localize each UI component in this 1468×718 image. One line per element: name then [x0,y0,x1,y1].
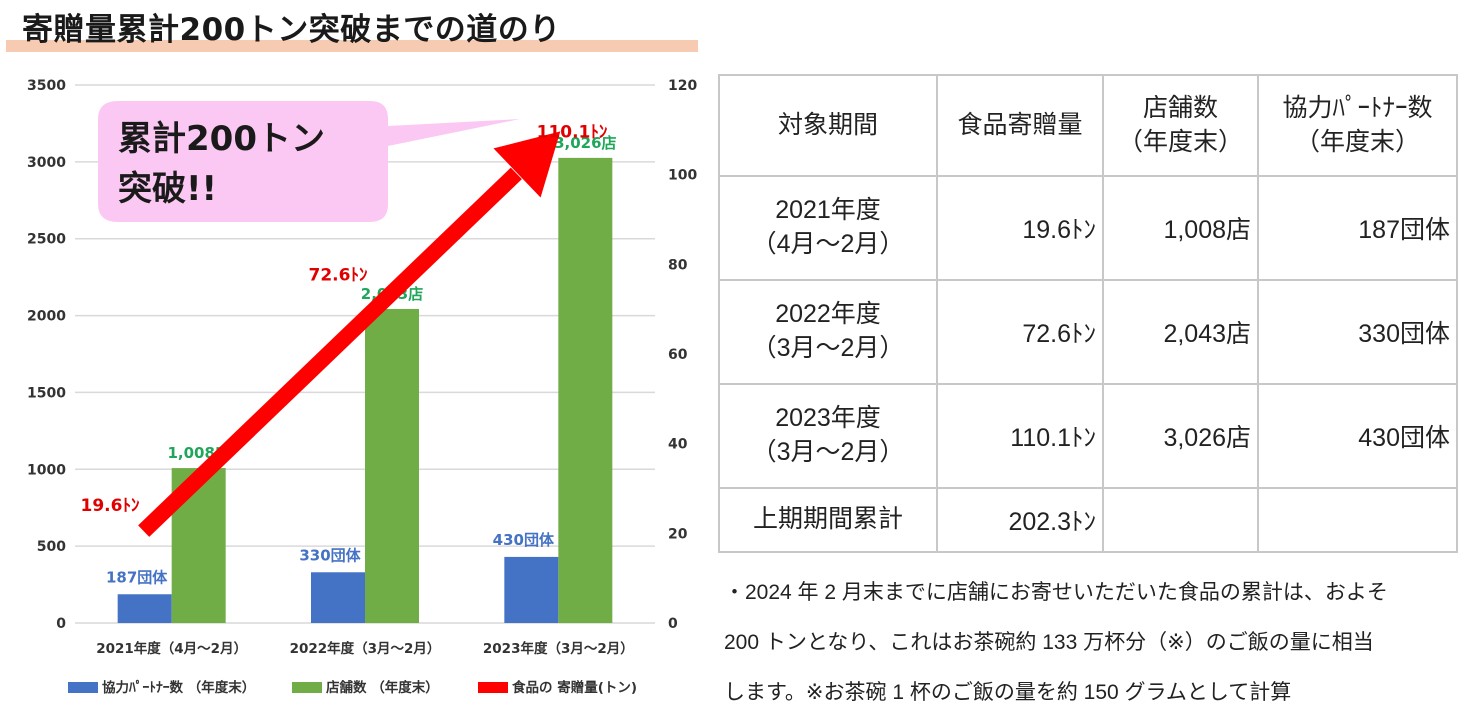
header-donation: 食品寄贈量 [936,74,1104,177]
header-partners: 協力ﾊﾟｰﾄﾅｰ数 （年度末） [1257,74,1458,177]
table-header-row: 対象期間 食品寄贈量 店舗数 （年度末） 協力ﾊﾟｰﾄﾅｰ数 （年度末） [718,74,1458,177]
legend-label: 協力ﾊﾟｰﾄﾅｰ数 （年度末） [102,679,255,696]
header-period: 対象期間 [718,74,938,177]
data-label-donation: 110.1ﾄﾝ [537,122,608,142]
cell-stores: 2,043店 [1102,279,1259,385]
y-left-tick-label: 3000 [27,155,66,171]
callout-text-line: 突破!! [118,169,217,209]
cell-partners: 187団体 [1257,175,1458,281]
footnote: ・2024 年 2 月末までに店舗にお寄せいただいた食品の累計は、およそ 200… [724,568,1454,718]
bar-partners [311,572,365,623]
y-right-tick-label: 20 [668,526,688,542]
trend-arrow-shaft [138,167,522,537]
table-row: 2022年度 （3月～2月） 72.6ﾄﾝ 2,043店 330団体 [718,279,1458,385]
y-right-tick-label: 60 [668,347,688,363]
x-tick-label: 2023年度（3月～2月） [483,640,634,657]
legend-swatch [68,682,98,693]
summary-table: 対象期間 食品寄贈量 店舗数 （年度末） 協力ﾊﾟｰﾄﾅｰ数 （年度末） 2021年… [718,74,1458,553]
y-left-tick-label: 2500 [27,232,66,248]
combo-chart: 0 500 1000 1500 2000 2500 3000 3500 0 20 40 60 80 100… [27,78,697,696]
data-label-donation: 72.6ﾄﾝ [309,266,368,286]
table-row: 2023年度 （3月～2月） 110.1ﾄﾝ 3,026店 430団体 [718,383,1458,489]
callout-text-line: 累計200トン [118,119,325,159]
y-right-tick-label: 80 [668,257,688,273]
table-row-total: 上期期間累計 202.3ﾄﾝ [718,487,1458,553]
footnote-line: ・2024 年 2 月末までに店舗にお寄せいただいた食品の累計は、およそ [724,581,1388,604]
data-label-donation: 19.6ﾄﾝ [81,496,140,516]
cell-stores: 3,026店 [1102,383,1259,489]
data-label-partners: 330団体 [299,546,361,564]
cell-total-stores [1102,487,1259,553]
page-title: 寄贈量累計200トン突破までの道のり [22,12,561,48]
bar-partners [117,594,172,623]
title-underline [6,40,698,52]
data-label-stores: 3,026店 [554,134,616,152]
bar-stores [558,157,613,623]
data-label-partners: 187団体 [106,568,168,586]
footnote-line: します。※お茶碗 1 杯のご飯の量を約 150 グラムとして計算 [724,681,1292,704]
y-right-tick-label: 100 [668,168,697,184]
bar-partners [504,556,559,623]
cell-total-partners [1257,487,1458,553]
cell-donation: 72.6ﾄﾝ [936,279,1104,385]
cell-donation: 110.1ﾄﾝ [936,383,1104,489]
footnote-line: 200 トンとなり、これはお茶碗約 133 万杯分（※）のご飯の量に相当 [724,631,1374,654]
y-left-tick-label: 1000 [27,462,66,478]
y-left-tick-label: 2000 [27,309,66,325]
cell-total-donation: 202.3ﾄﾝ [936,487,1104,553]
data-label-partners: 430団体 [493,531,555,549]
cell-partners: 330団体 [1257,279,1458,385]
y-right-tick-label: 120 [668,78,697,94]
cell-period: 2023年度 （3月～2月） [718,383,938,489]
x-tick-label: 2021年度（4月～2月） [96,640,247,657]
summary-table-container: 対象期間 食品寄贈量 店舗数 （年度末） 協力ﾊﾟｰﾄﾅｰ数 （年度末） 2021年… [718,74,1458,553]
cell-donation: 19.6ﾄﾝ [936,175,1104,281]
y-left-tick-label: 500 [37,539,66,555]
y-right-tick-label: 0 [668,616,678,632]
x-tick-label: 2022年度（3月～2月） [290,640,441,657]
cell-period: 2022年度 （3月～2月） [718,279,938,385]
y-left-tick-label: 3500 [27,78,66,94]
y-left-tick-label: 1500 [27,385,66,401]
cell-partners: 430団体 [1257,383,1458,489]
legend-swatch [478,682,508,693]
y-left-tick-label: 0 [56,616,66,632]
y-right-tick-label: 40 [668,437,688,453]
bar-stores [365,308,419,623]
cell-period: 2021年度 （4月～2月） [718,175,938,281]
legend-label: 食品の 寄贈量(トン) [512,679,637,696]
header-stores: 店舗数 （年度末） [1102,74,1259,177]
cell-stores: 1,008店 [1102,175,1259,281]
trend-arrow-head [493,131,561,198]
callout-balloon [98,101,520,222]
legend-swatch [292,682,322,693]
cell-total-label: 上期期間累計 [718,487,938,553]
table-row: 2021年度 （4月～2月） 19.6ﾄﾝ 1,008店 187団体 [718,175,1458,281]
legend-label: 店舗数 （年度末） [326,679,439,696]
